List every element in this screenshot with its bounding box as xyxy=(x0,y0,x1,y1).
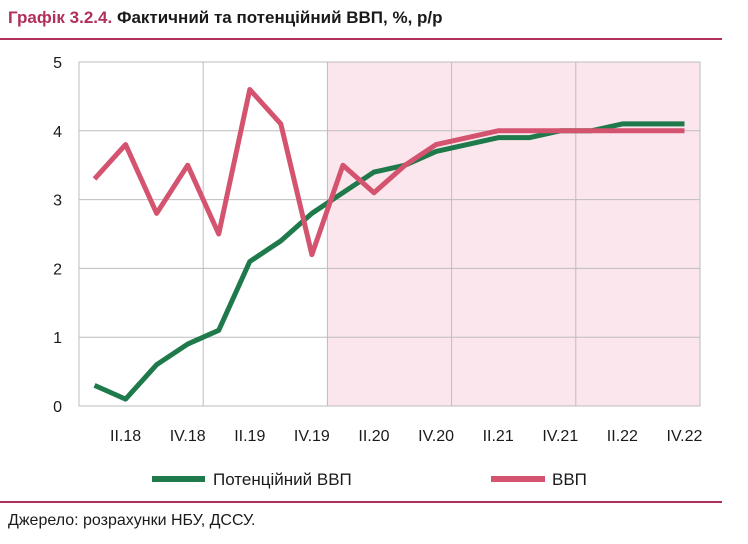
x-tick-label: II.22 xyxy=(607,428,638,445)
forecast-shading-layer xyxy=(327,62,700,406)
source-note: Джерело: розрахунки НБУ, ДССУ. xyxy=(8,512,256,529)
legend-label: Потенційний ВВП xyxy=(213,470,352,489)
grid-layer xyxy=(78,61,701,407)
chart-title-text: Фактичний та потенційний ВВП, %, р/р xyxy=(116,8,443,27)
legend-item: Потенційний ВВП xyxy=(152,470,352,489)
y-tick-label: 0 xyxy=(53,399,62,416)
x-tick-label: IV.22 xyxy=(667,428,703,445)
forecast-shading xyxy=(327,62,700,406)
y-tick-label: 5 xyxy=(53,55,62,72)
series-layer xyxy=(92,87,685,402)
x-tick-label: IV.21 xyxy=(542,428,578,445)
chart-title: Графік 3.2.4. Фактичний та потенційний В… xyxy=(8,8,443,28)
plot-border xyxy=(78,61,701,407)
x-axis-ticks: II.18 IV.18 II.19 IV.19 II.20 IV.20 II.21 IV.21… xyxy=(110,428,703,445)
x-tick-label: II.18 xyxy=(110,428,141,445)
source-divider xyxy=(0,501,722,503)
x-tick-label: II.19 xyxy=(234,428,265,445)
legend-item: ВВП xyxy=(491,470,587,489)
y-tick-label: 3 xyxy=(53,193,62,210)
title-divider xyxy=(0,38,722,40)
legend-label: ВВП xyxy=(552,470,587,489)
x-tick-label: IV.20 xyxy=(418,428,454,445)
x-tick-label: IV.18 xyxy=(170,428,206,445)
legend: Потенційний ВВП ВВП xyxy=(152,470,587,489)
series-line xyxy=(92,87,685,258)
x-tick-label: IV.19 xyxy=(294,428,330,445)
y-axis-ticks: 0 1 2 3 4 5 xyxy=(53,55,62,416)
y-tick-label: 1 xyxy=(53,330,62,347)
y-tick-label: 4 xyxy=(53,124,62,141)
x-tick-label: II.21 xyxy=(483,428,514,445)
series-gdp xyxy=(92,87,685,258)
x-tick-label: II.20 xyxy=(358,428,389,445)
y-tick-label: 2 xyxy=(53,261,62,278)
chart-number: Графік 3.2.4. xyxy=(8,8,113,27)
